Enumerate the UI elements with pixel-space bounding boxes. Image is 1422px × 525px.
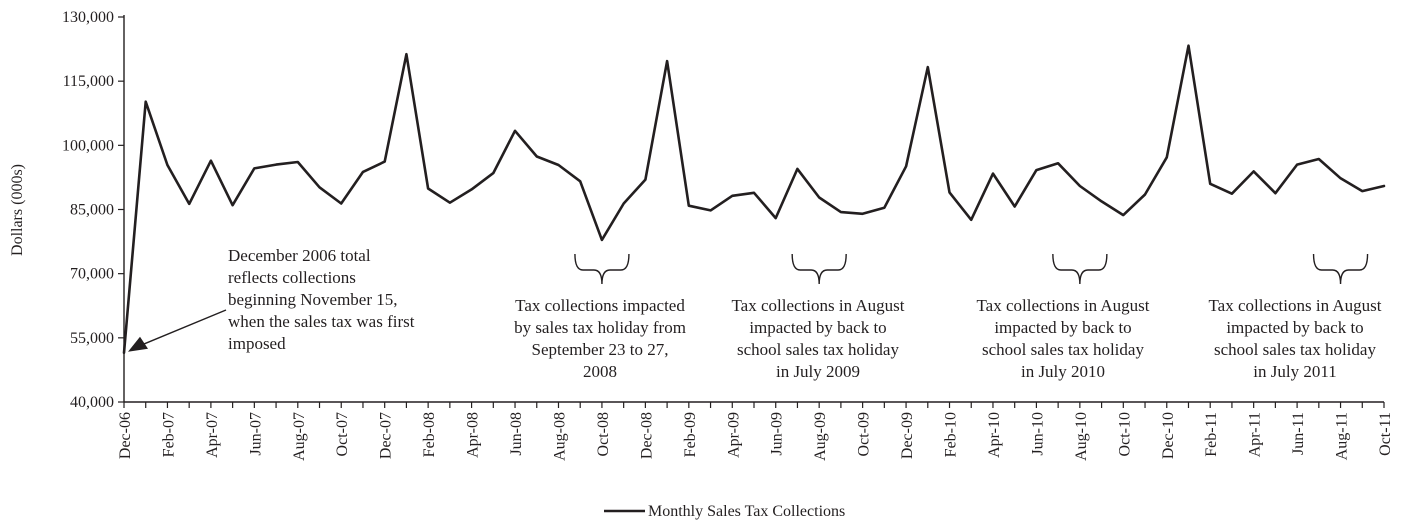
- annotation-brace-holiday-2009: [791, 253, 847, 285]
- x-tick-label: Oct-08: [595, 412, 612, 456]
- y-tick-label: 100,000: [62, 137, 114, 154]
- annotation-start: December 2006 total reflects collections b…: [228, 246, 415, 353]
- annotation-holiday-2008: Tax collections impacted by sales tax hol…: [514, 296, 686, 381]
- x-tick-label: Aug-11: [1334, 412, 1351, 460]
- x-tick-label: Feb-10: [943, 412, 960, 457]
- annotation-brace-holiday-2008: [574, 253, 630, 285]
- x-tick-label: Dec-08: [638, 412, 655, 459]
- y-tick-label: 40,000: [70, 394, 114, 411]
- x-tick-label: Apr-07: [204, 412, 221, 458]
- x-tick-label: Dec-10: [1160, 412, 1177, 459]
- annotation-brace-holiday-2011: [1312, 253, 1369, 285]
- y-tick-label: 85,000: [70, 202, 114, 219]
- series-line-monthly-sales-tax: [122, 44, 1386, 355]
- x-tick-label: Jun-08: [508, 412, 525, 456]
- x-tick-label: Aug-10: [1073, 412, 1090, 461]
- x-tick-label: Dec-09: [899, 412, 916, 459]
- y-tick-label: 70,000: [70, 266, 114, 283]
- annotation-arrowhead: [128, 336, 148, 352]
- x-tick-label: Aug-08: [551, 412, 568, 461]
- x-tick-label: Dec-07: [378, 412, 395, 459]
- x-tick-label: Feb-08: [421, 412, 438, 457]
- x-tick-label: Oct-07: [334, 412, 351, 456]
- annotation-holiday-2010: Tax collections in August impacted by bac…: [976, 296, 1149, 381]
- x-tick-label: Jun-07: [247, 412, 264, 456]
- annotation-brace-holiday-2010: [1052, 253, 1108, 285]
- x-tick-label: Feb-11: [1203, 412, 1220, 457]
- series-group: [122, 44, 1386, 355]
- x-tick-label: Apr-10: [986, 412, 1003, 458]
- annotation-holiday-2011: Tax collections in August impacted by bac…: [1208, 296, 1381, 381]
- x-tick-label: Feb-07: [160, 412, 177, 457]
- x-tick-label: Jun-09: [769, 412, 786, 456]
- x-tick-label: Feb-09: [682, 412, 699, 457]
- y-axis-title: Dollars (000s): [9, 164, 26, 256]
- annotation-arrow-line: [141, 309, 227, 346]
- y-axis-ticks: 40,000 55,000 70,000 85,000 100,000 115,000 13…: [62, 9, 124, 411]
- x-tick-label: Jun-10: [1029, 412, 1046, 456]
- x-tick-label: Aug-09: [812, 412, 829, 461]
- x-tick-label: Oct-11: [1377, 412, 1394, 456]
- x-tick-label: Jun-11: [1290, 412, 1307, 455]
- legend: Monthly Sales Tax Collections: [604, 503, 845, 520]
- annotation-holiday-2009: Tax collections in August impacted by bac…: [731, 296, 904, 381]
- x-tick-label: Apr-08: [465, 412, 482, 458]
- annotations: December 2006 total reflects collections b…: [128, 246, 1382, 381]
- x-tick-label: Apr-09: [725, 412, 742, 458]
- x-tick-label: Dec-06: [117, 412, 134, 459]
- y-tick-label: 115,000: [63, 73, 114, 90]
- y-tick-label: 55,000: [70, 330, 114, 347]
- x-tick-label: Oct-09: [856, 412, 873, 456]
- y-tick-label: 130,000: [62, 9, 114, 26]
- legend-label: Monthly Sales Tax Collections: [648, 503, 845, 520]
- x-tick-label: Apr-11: [1247, 412, 1264, 457]
- x-tick-label: Aug-07: [291, 412, 308, 461]
- x-axis-ticks: Dec-06 Feb-07 Apr-07 Jun-07 Aug-07 Oct-07 Dec-…: [117, 402, 1394, 461]
- x-tick-label: Oct-10: [1116, 412, 1133, 456]
